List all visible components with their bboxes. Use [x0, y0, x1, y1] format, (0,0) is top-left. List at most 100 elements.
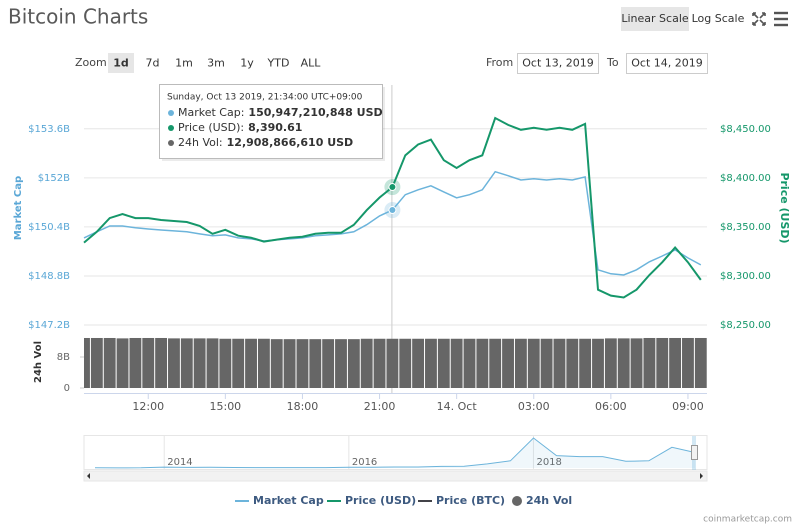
to-input[interactable]: [626, 53, 708, 74]
volume-bar: [437, 338, 450, 388]
legend-label[interactable]: 24h Vol: [526, 494, 572, 507]
hover-point: [388, 206, 397, 215]
volume-bar: [142, 337, 155, 388]
zoom-button[interactable]: 3m: [207, 57, 225, 70]
x-tick-label: 15:00: [209, 400, 241, 413]
volume-bar: [193, 338, 206, 388]
tooltip-value: 150,947,210,848 USD: [248, 106, 382, 119]
zoom-button[interactable]: 1y: [240, 57, 254, 70]
volume-bar: [322, 339, 335, 388]
legend-label[interactable]: Price (BTC): [436, 494, 505, 507]
tooltip: [159, 84, 383, 159]
x-tick-label: 18:00: [287, 400, 319, 413]
y-tick-label: $150.4B: [28, 222, 70, 233]
linear-scale-label[interactable]: Linear Scale: [621, 12, 689, 25]
navigator-label: 2016: [352, 457, 377, 468]
volume-bar: [476, 338, 489, 388]
volume-bar: [347, 339, 360, 388]
volume-bar: [232, 338, 245, 388]
zoom-button[interactable]: 7d: [146, 57, 160, 70]
y2-tick-label: $8,450.00: [720, 124, 771, 135]
scroll-left[interactable]: [87, 473, 90, 479]
y2-tick-label: $8,300.00: [720, 271, 771, 282]
page-title: Bitcoin Charts: [8, 5, 148, 29]
zoom-button[interactable]: 1m: [175, 57, 193, 70]
y2-tick-label: $8,350.00: [720, 222, 771, 233]
volume-bar: [155, 337, 168, 388]
from-value[interactable]: Oct 13, 2019: [522, 57, 594, 70]
y-tick-label: $147.2B: [28, 320, 70, 331]
volume-bar: [604, 338, 617, 388]
volume-bar: [180, 338, 193, 388]
to-value[interactable]: Oct 14, 2019: [631, 57, 703, 70]
x-tick-label: 14. Oct: [437, 400, 478, 413]
volume-bar: [682, 337, 694, 388]
volume-bar: [669, 337, 682, 388]
tooltip-label: Price (USD):: [178, 121, 244, 134]
zoom-button[interactable]: ALL: [301, 57, 322, 70]
from-input[interactable]: [517, 53, 599, 74]
volume-bar: [283, 339, 296, 388]
tooltip-value: 8,390.61: [248, 121, 302, 134]
volume-bar: [425, 338, 437, 388]
zoom-button-active[interactable]: [108, 53, 134, 73]
volume-bar: [553, 338, 566, 388]
volume-bar: [514, 338, 527, 388]
x-tick-label: 21:00: [364, 400, 396, 413]
volume-bar: [617, 338, 630, 388]
volume-bar: [592, 338, 604, 388]
volume-bar: [257, 338, 270, 388]
volume-bar: [219, 338, 232, 388]
menu-icon[interactable]: [774, 11, 788, 27]
navigator-handle[interactable]: [691, 445, 698, 460]
x-tick-label: 06:00: [595, 400, 627, 413]
volume-bar: [694, 337, 707, 388]
navigator-label: 2014: [167, 457, 192, 468]
volume-bar: [463, 338, 476, 388]
volume-bar: [296, 339, 309, 388]
volume-bar: [103, 337, 116, 388]
volume-bar: [360, 338, 373, 388]
volume-bar: [489, 338, 502, 388]
x-tick-label: 09:00: [672, 400, 704, 413]
y-axis-title: Market Cap: [13, 176, 24, 240]
to-label: To: [606, 56, 619, 69]
tooltip-dot: [168, 110, 174, 116]
tooltip-dot: [168, 125, 174, 131]
volume-bar: [630, 338, 643, 388]
volume-bar: [168, 338, 180, 388]
scroll-right[interactable]: [700, 473, 703, 479]
volume-bar: [502, 338, 514, 388]
volume-bar: [579, 338, 592, 388]
x-tick-label: 12:00: [132, 400, 164, 413]
linear-scale-button[interactable]: [621, 7, 689, 31]
y2-tick-label: $8,400.00: [720, 173, 771, 184]
legend-symbol: [512, 496, 522, 506]
vol-tick-label: 8B: [57, 352, 70, 363]
y-tick-label: $148.8B: [28, 271, 70, 282]
volume-bar: [309, 339, 322, 388]
volume-bar: [270, 339, 283, 388]
volume-bar: [566, 338, 579, 388]
scrollbar[interactable]: [83, 470, 708, 482]
volume-bar: [399, 338, 412, 388]
legend-label[interactable]: Market Cap: [253, 494, 324, 507]
zoom-button[interactable]: YTD: [267, 57, 290, 70]
zoom-button[interactable]: 1d: [113, 57, 129, 70]
from-label: From: [486, 56, 513, 69]
volume-bar: [129, 337, 142, 388]
volume-bar: [206, 338, 219, 388]
navigator-line: [94, 437, 696, 469]
vol-axis-title: 24h Vol: [33, 341, 44, 383]
legend-label[interactable]: Price (USD): [345, 494, 416, 507]
volume-bar: [84, 337, 90, 388]
fullscreen-icon[interactable]: [752, 12, 766, 26]
y-tick-label: $153.6B: [28, 124, 70, 135]
navigator-frame: [83, 435, 708, 470]
credit: coinmarketcap.com: [703, 515, 792, 525]
volume-bar: [90, 337, 103, 388]
y2-axis-title: Price (USD): [778, 172, 791, 243]
log-scale-label[interactable]: Log Scale: [692, 12, 745, 25]
x-tick-label: 03:00: [518, 400, 550, 413]
